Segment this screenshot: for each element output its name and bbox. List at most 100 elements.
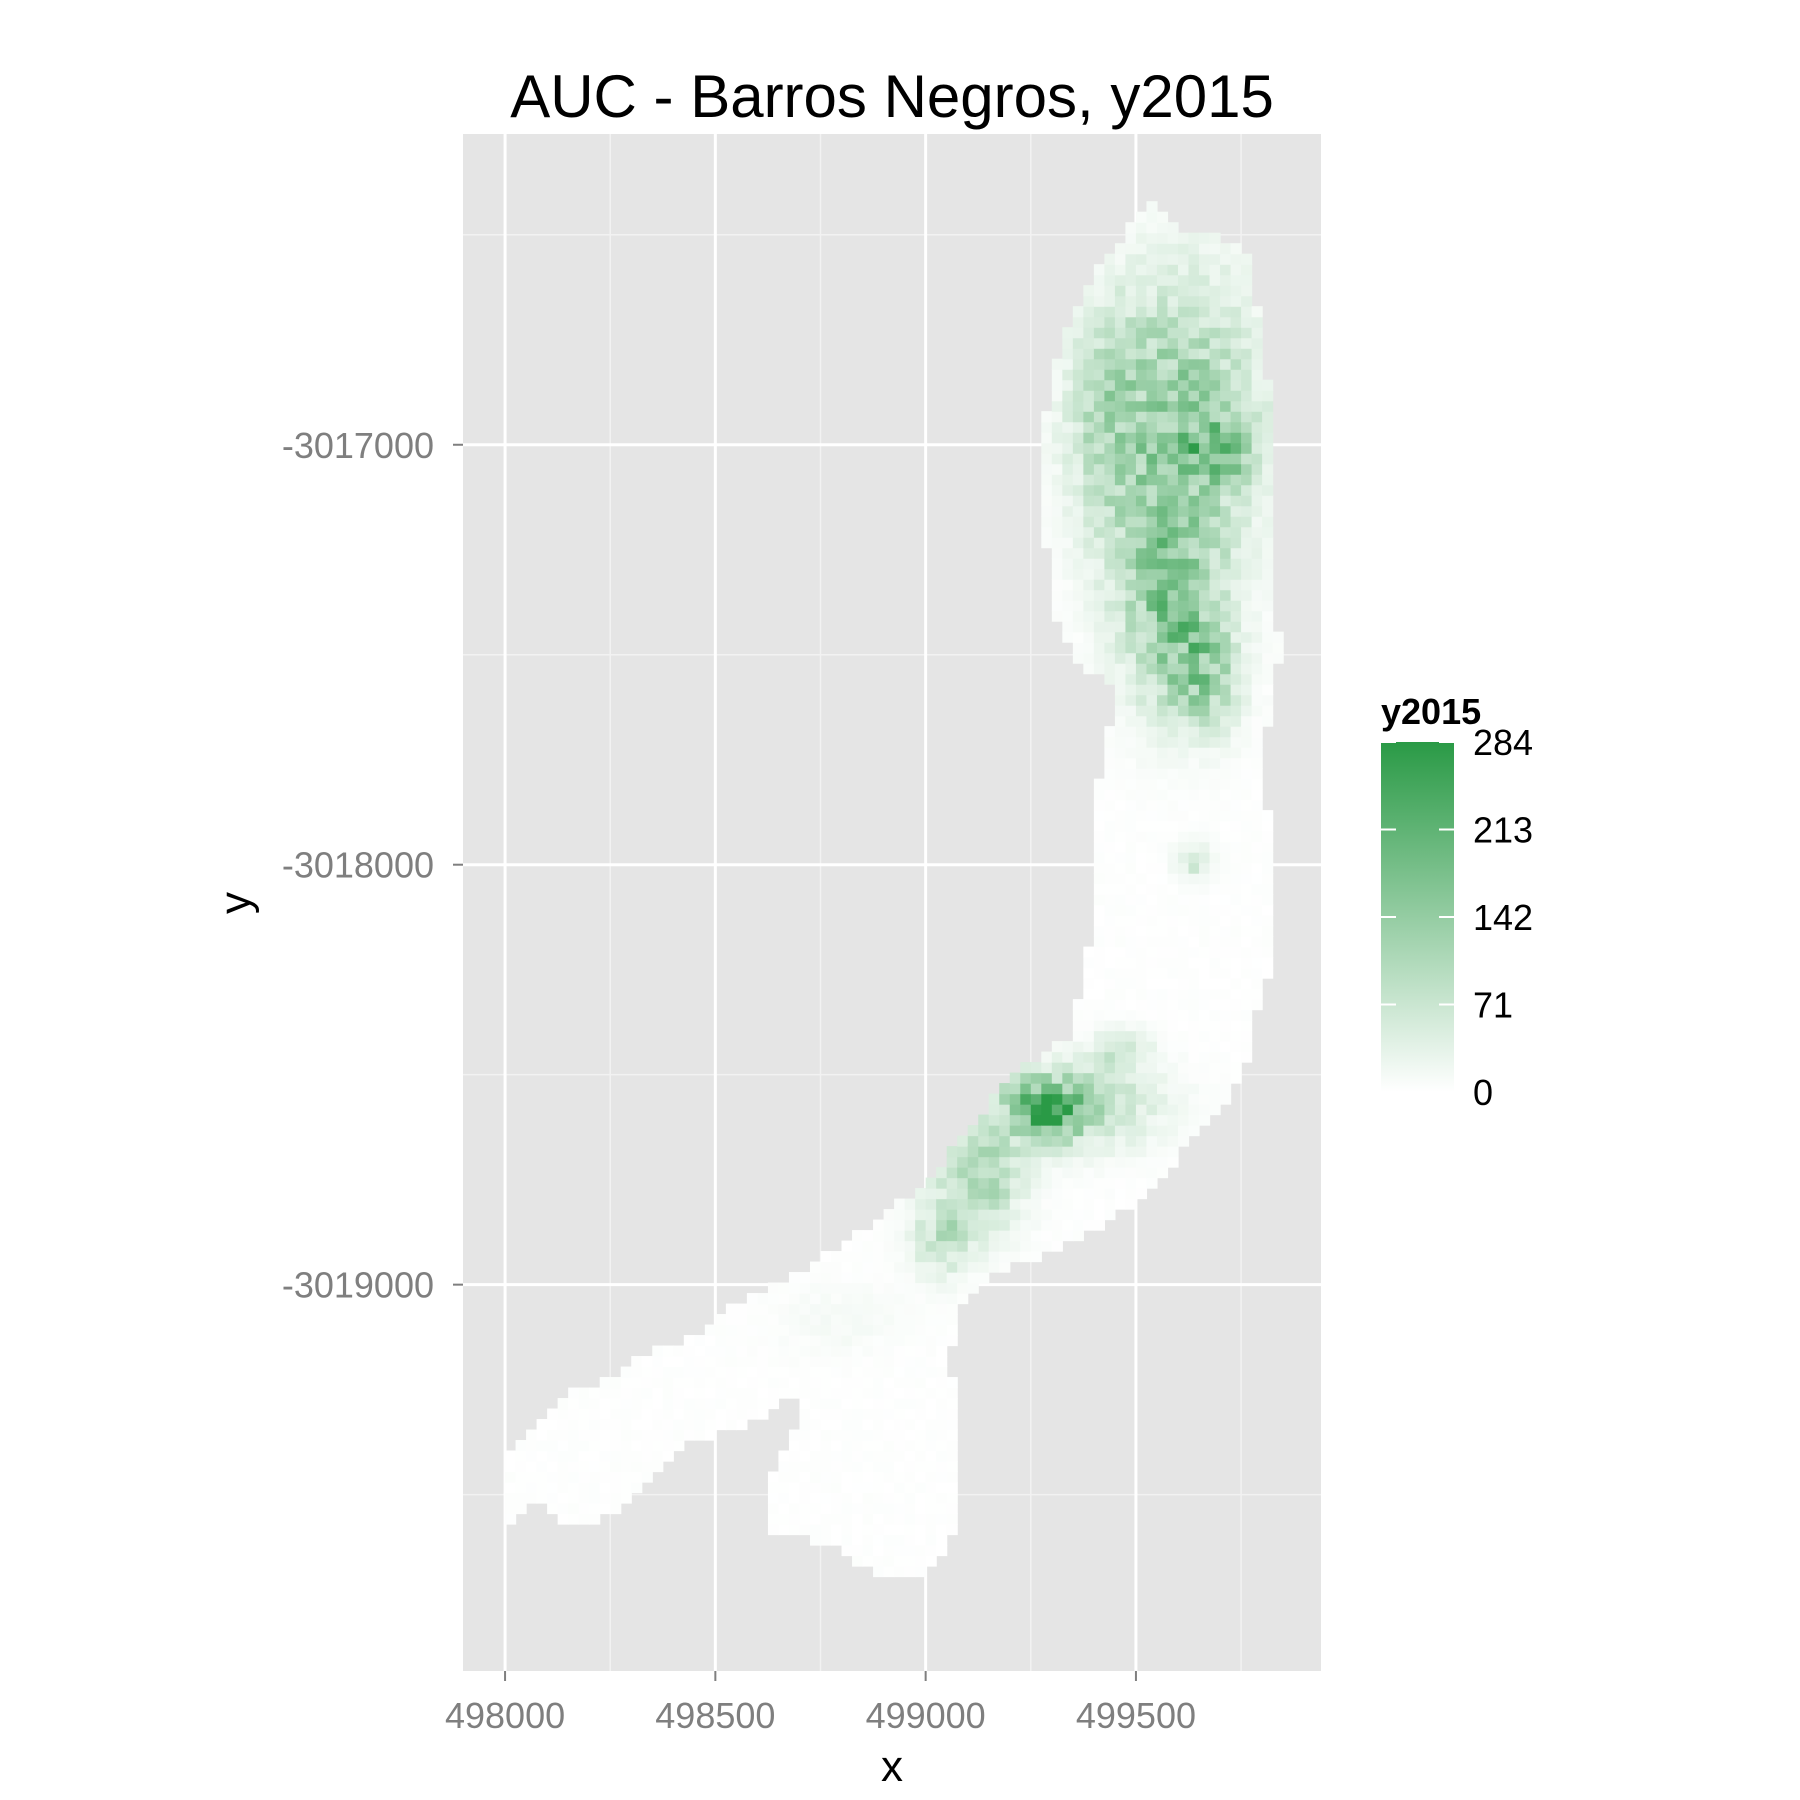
heatmap-cell <box>683 1387 695 1399</box>
heatmap-cell <box>1104 348 1116 360</box>
heatmap-cell <box>736 1345 748 1357</box>
heatmap-cell <box>1083 547 1095 559</box>
heatmap-cell <box>1199 736 1211 748</box>
heatmap-cell <box>1114 1083 1127 1095</box>
heatmap-cell <box>1030 1135 1042 1147</box>
heatmap-cell <box>1114 1156 1127 1168</box>
heatmap-cell <box>778 1335 790 1347</box>
heatmap-cell <box>894 1450 906 1462</box>
heatmap-cell <box>662 1356 674 1368</box>
heatmap-cell <box>809 1429 822 1441</box>
heatmap-cell <box>1104 1146 1116 1158</box>
heatmap-cell <box>1262 715 1274 727</box>
heatmap-cell <box>652 1366 664 1378</box>
heatmap-cell <box>1241 747 1253 759</box>
heatmap-cell <box>1083 526 1095 538</box>
heatmap-cell <box>631 1461 643 1473</box>
heatmap-cell <box>1146 967 1158 979</box>
heatmap-cell <box>1125 841 1137 853</box>
heatmap-cell <box>1083 432 1095 444</box>
heatmap-cell <box>1272 642 1284 654</box>
heatmap-cell <box>1114 579 1127 591</box>
heatmap-cell <box>1062 1167 1074 1179</box>
heatmap-cell <box>1114 631 1127 643</box>
heatmap-cell <box>1178 988 1190 1000</box>
heatmap-cell <box>1156 841 1169 853</box>
heatmap-cell <box>1083 957 1095 969</box>
heatmap-cell <box>1241 862 1253 874</box>
heatmap-cell <box>1093 453 1105 465</box>
heatmap-cell <box>852 1324 864 1336</box>
heatmap-cell <box>1209 999 1221 1011</box>
heatmap-cell <box>1156 988 1169 1000</box>
heatmap-cell <box>1072 495 1084 507</box>
heatmap-cell <box>1230 736 1242 748</box>
heatmap-cell <box>1188 915 1200 927</box>
heatmap-cell <box>1104 253 1116 265</box>
heatmap-cell <box>788 1314 801 1326</box>
heatmap-cell <box>1167 747 1179 759</box>
heatmap-cell <box>1272 631 1284 643</box>
heatmap-cell <box>1030 1114 1042 1126</box>
heatmap-cell <box>1156 747 1169 759</box>
heatmap-cell <box>852 1335 864 1347</box>
heatmap-cell <box>936 1324 948 1336</box>
heatmap-cell <box>946 1251 958 1263</box>
heatmap-cell <box>1072 1209 1084 1221</box>
heatmap-cell <box>788 1324 801 1336</box>
heatmap-cell <box>1114 820 1127 832</box>
heatmap-cell <box>610 1450 622 1462</box>
heatmap-cell <box>831 1345 843 1357</box>
heatmap-cell <box>1135 243 1148 255</box>
heatmap-cell <box>1167 306 1179 318</box>
heatmap-cell <box>1020 1240 1032 1252</box>
heatmap-cell <box>1156 715 1169 727</box>
heatmap-cell <box>1167 652 1179 664</box>
heatmap-cell <box>1230 379 1242 391</box>
heatmap-cell <box>883 1345 895 1357</box>
heatmap-cell <box>1167 1114 1179 1126</box>
heatmap-cell <box>809 1440 822 1452</box>
heatmap-cell <box>757 1377 769 1389</box>
heatmap-cell <box>1188 484 1200 496</box>
heatmap-cell <box>936 1177 948 1189</box>
heatmap-cell <box>1167 736 1179 748</box>
heatmap-cell <box>1125 495 1137 507</box>
heatmap-cell <box>631 1419 643 1431</box>
heatmap-cell <box>1041 484 1053 496</box>
heatmap-cell <box>1009 1198 1021 1210</box>
heatmap-cell <box>1230 285 1242 297</box>
heatmap-cell <box>620 1492 632 1504</box>
heatmap-cell <box>925 1482 937 1494</box>
heatmap-cell <box>915 1188 927 1200</box>
heatmap-cell <box>1146 453 1158 465</box>
heatmap-cell <box>841 1282 853 1294</box>
heatmap-cell <box>1199 600 1211 612</box>
heatmap-cell <box>1135 327 1148 339</box>
heatmap-cell <box>1220 526 1232 538</box>
heatmap-cell <box>946 1440 958 1452</box>
heatmap-cell <box>1125 768 1137 780</box>
heatmap-cell <box>1104 463 1116 475</box>
heatmap-cell <box>1209 978 1221 990</box>
heatmap-cell <box>1072 631 1084 643</box>
heatmap-cell <box>1167 243 1179 255</box>
heatmap-cell <box>1146 904 1158 916</box>
heatmap-cell <box>1030 1167 1042 1179</box>
heatmap-cell <box>1135 778 1148 790</box>
heatmap-cell <box>904 1440 916 1452</box>
heatmap-cell <box>1125 285 1137 297</box>
heatmap-cell <box>1093 421 1105 433</box>
heatmap-cell <box>1230 631 1242 643</box>
heatmap-cell <box>1241 610 1253 622</box>
heatmap-cell <box>1220 642 1232 654</box>
heatmap-cell <box>1125 1177 1137 1189</box>
heatmap-cell <box>894 1293 906 1305</box>
heatmap-cell <box>788 1356 801 1368</box>
heatmap-cell <box>862 1450 874 1462</box>
heatmap-cell <box>1146 211 1158 223</box>
heatmap-cell <box>1199 285 1211 297</box>
heatmap-cell <box>557 1503 569 1515</box>
heatmap-cell <box>1146 253 1158 265</box>
heatmap-cell <box>831 1324 843 1336</box>
